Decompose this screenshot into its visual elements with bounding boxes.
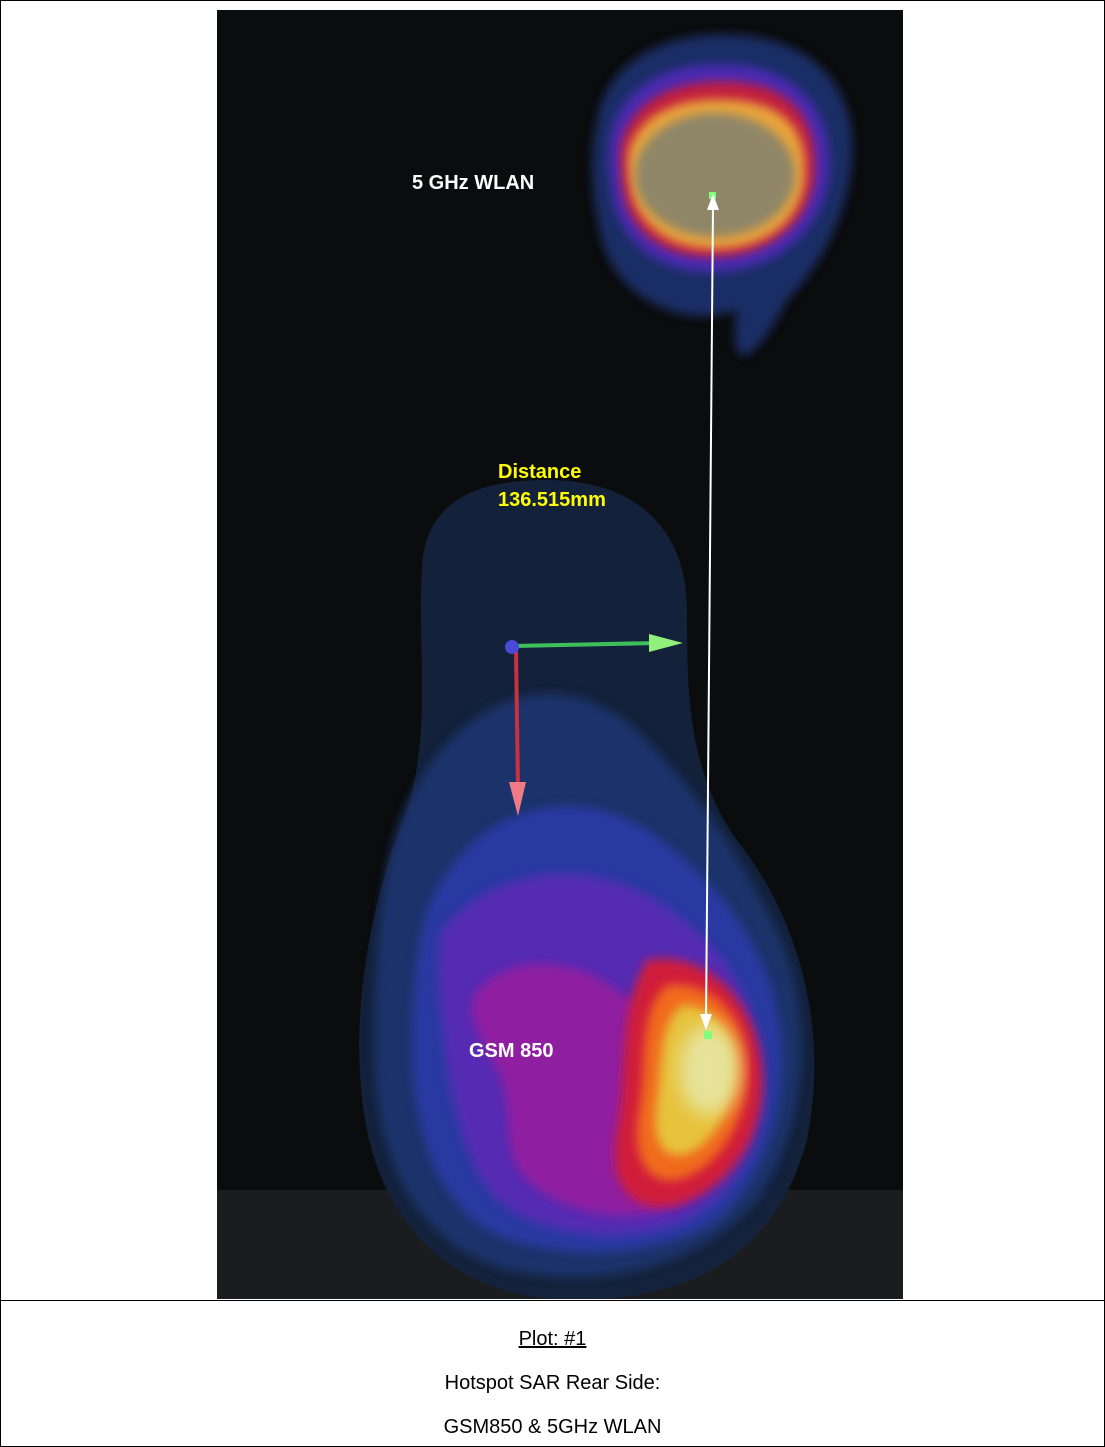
y-axis-line <box>516 650 518 790</box>
plot-number-text: Plot: #1 <box>519 1328 587 1350</box>
caption-line-2: GSM850 & 5GHz WLAN <box>0 1416 1105 1439</box>
distance-value: 136.515mm <box>498 486 606 514</box>
gsm-peak-marker <box>704 1031 712 1039</box>
plot-number: Plot: #1 <box>0 1328 1105 1351</box>
table-divider <box>0 1300 1105 1301</box>
wlan-label: 5 GHz WLAN <box>412 170 534 190</box>
sar-heatmap <box>217 10 903 1299</box>
sar-plot: 5 GHz WLAN GSM 850 Distance 136.515mm <box>217 10 903 1299</box>
distance-title: Distance <box>498 458 606 486</box>
gsm-label: GSM 850 <box>469 1040 553 1063</box>
gsm-blob <box>359 480 814 1299</box>
wlan-hotspot <box>635 113 795 237</box>
distance-label: Distance 136.515mm <box>498 458 606 514</box>
caption-line-1: Hotspot SAR Rear Side: <box>0 1372 1105 1395</box>
wlan-blob <box>592 34 852 355</box>
axis-origin <box>505 640 519 654</box>
